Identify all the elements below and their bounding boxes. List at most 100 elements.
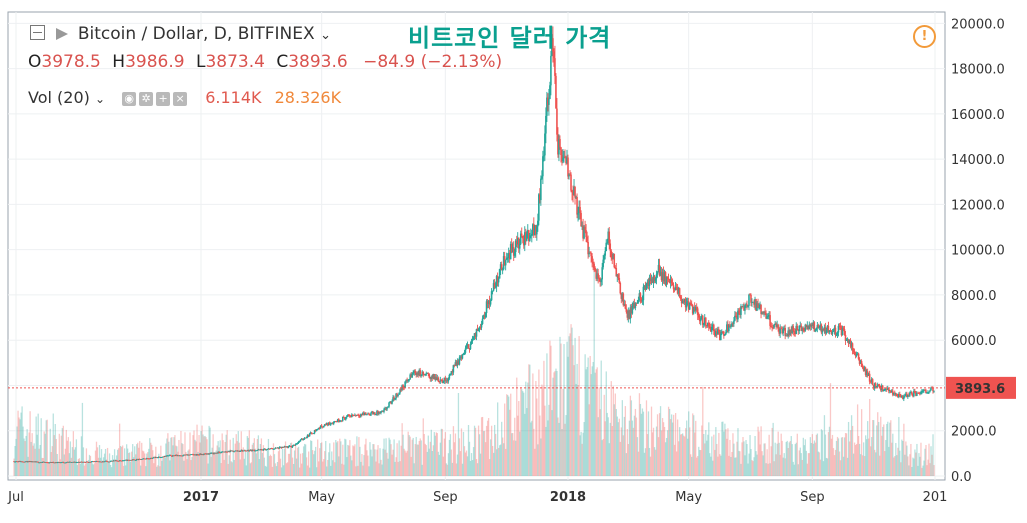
candle-body (565, 157, 567, 164)
chevron-down-icon[interactable]: ⌄ (94, 92, 106, 106)
symbol-title[interactable]: Bitcoin / Dollar, D, BITFINEX (77, 24, 315, 44)
candle-body (95, 461, 98, 462)
candle-body (679, 296, 682, 299)
eye-icon[interactable]: ◉ (122, 91, 137, 106)
volume-bar (704, 443, 706, 476)
candle-body (209, 453, 211, 455)
candle-body (636, 302, 639, 304)
volume-bar (799, 447, 801, 476)
candle-body (41, 462, 43, 463)
candle-body (930, 387, 932, 391)
candle-body (256, 450, 259, 451)
volume-bar (316, 467, 318, 476)
candle-body (839, 326, 842, 328)
candle-body (773, 324, 775, 328)
volume-bar (568, 336, 570, 476)
candle-body (151, 457, 154, 459)
candle-body (486, 301, 489, 304)
candle-body (616, 274, 619, 277)
volume-bar (813, 440, 816, 476)
candle-body (725, 332, 727, 335)
volume-bar (111, 455, 114, 476)
candle-body (132, 459, 135, 461)
candle-body (588, 252, 590, 255)
volume-bar (547, 420, 549, 476)
volume-bar (676, 419, 679, 476)
volume-bar (528, 364, 530, 476)
volume-bar (46, 419, 48, 476)
candle-body (336, 419, 339, 423)
volume-bar (787, 448, 789, 476)
volume-bar (689, 427, 691, 476)
volume-bar (416, 444, 418, 476)
volume-bar (636, 437, 639, 476)
volume-bar (262, 445, 265, 476)
volume-bar (876, 425, 878, 476)
volume-bar (723, 431, 725, 476)
volume-bar (249, 463, 251, 476)
volume-bar (575, 383, 577, 476)
volume-bar (452, 426, 455, 476)
candle-body (467, 344, 470, 349)
candle-body (56, 462, 59, 464)
volume-bar (832, 448, 835, 476)
plus-icon[interactable]: + (156, 91, 171, 106)
chevron-down-icon[interactable]: ⌄ (320, 28, 331, 43)
candle-body (225, 451, 227, 453)
candle-body (237, 450, 240, 452)
candle-body (844, 334, 847, 341)
gear-icon[interactable]: ✲ (139, 91, 154, 106)
volume-bar (775, 454, 777, 476)
candle-body (227, 451, 229, 453)
volume-bar (239, 459, 241, 476)
candle-body (398, 392, 400, 395)
volume-bar (353, 446, 355, 476)
volume-bar (128, 453, 130, 476)
candle-body (551, 38, 553, 56)
collapse-icon[interactable] (30, 25, 45, 40)
candle-body (439, 379, 442, 382)
candle-body (809, 324, 812, 327)
candle-body (653, 275, 656, 282)
volume-bar (274, 463, 277, 476)
candle-body (545, 115, 547, 134)
volume-label[interactable]: Vol (20) (28, 88, 90, 107)
volume-bar (607, 417, 609, 476)
volume-bar (466, 456, 469, 476)
alert-icon[interactable]: ! (913, 25, 936, 48)
volume-bar (497, 402, 499, 476)
candle-body (104, 460, 107, 462)
candle-body (617, 274, 620, 278)
candle-body (362, 412, 364, 415)
volume-bar (427, 435, 429, 476)
candle-body (86, 461, 89, 463)
volume-bar (448, 439, 451, 476)
candle-body (891, 390, 894, 395)
candle-body (364, 413, 366, 415)
candle-body (470, 340, 473, 345)
volume-bar (245, 465, 247, 476)
volume-bar (260, 438, 263, 476)
candle-body (594, 267, 596, 271)
candle-body (795, 325, 798, 335)
volume-bar (706, 440, 708, 476)
candle-body (618, 277, 621, 283)
candle-body (426, 373, 429, 374)
volume-bar (230, 461, 232, 476)
volume-bar (617, 422, 619, 476)
candle-body (832, 330, 835, 332)
change-value: −84.9 (−2.13%) (363, 52, 503, 72)
candle-body (687, 301, 690, 310)
candle-body (627, 310, 630, 318)
volume-bar (217, 441, 219, 476)
candle-body (140, 459, 143, 460)
volume-bar (705, 430, 707, 476)
volume-bar (882, 426, 884, 476)
close-icon[interactable]: × (173, 91, 188, 106)
volume-bar (801, 459, 803, 476)
candle-body (729, 325, 731, 328)
candle-body (872, 384, 875, 389)
volume-bar (663, 426, 666, 476)
candle-body (812, 322, 815, 326)
